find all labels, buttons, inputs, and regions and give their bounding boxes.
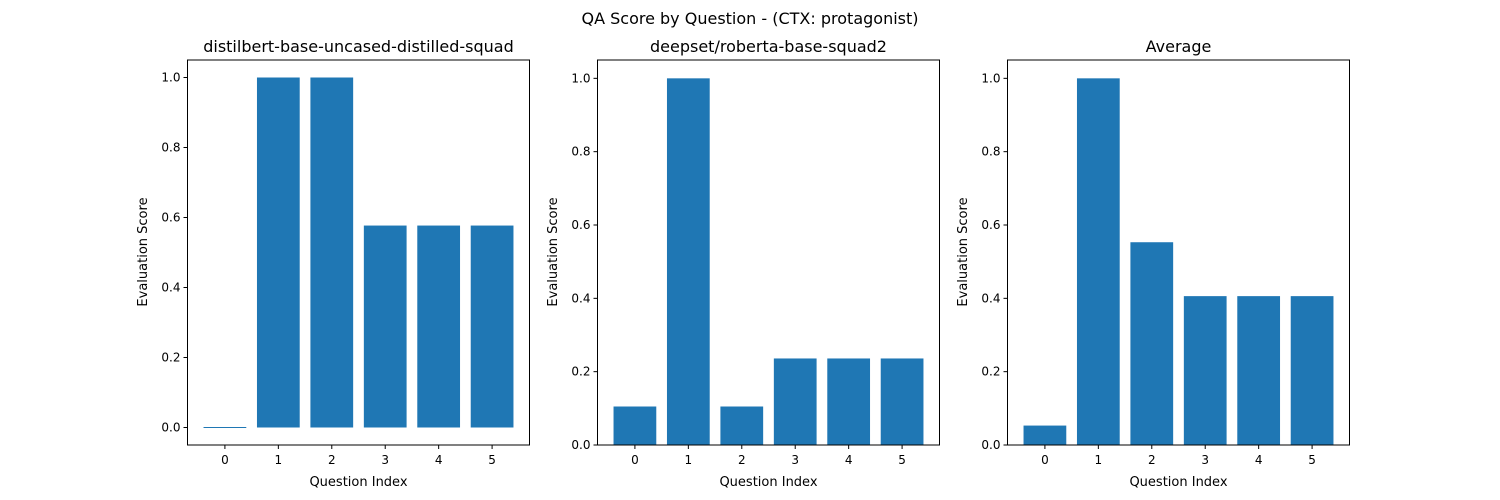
x-axis-label: Question Index xyxy=(719,475,817,490)
x-tick-label: 3 xyxy=(1201,453,1209,467)
plot-area: 0 1 2 3 4 5 0.0 0.2 0.4 0.6 0.8 1.0 xyxy=(571,59,940,467)
x-axis-label: Question Index xyxy=(1129,475,1227,490)
bar xyxy=(827,358,871,445)
x-axis-label: Question Index xyxy=(309,475,407,490)
plot-area: 0 1 2 3 4 5 0.0 0.2 0.4 0.6 0.8 1.0 xyxy=(161,59,530,467)
y-tick-label: 0.8 xyxy=(981,145,1000,159)
bar xyxy=(1183,296,1227,445)
subplot-title: Average xyxy=(1146,37,1212,56)
bar xyxy=(470,225,514,428)
x-tick-label: 4 xyxy=(845,453,853,467)
x-tick-label: 1 xyxy=(685,453,693,467)
bar xyxy=(256,77,300,428)
x-tick-label: 3 xyxy=(381,453,389,467)
bar xyxy=(613,406,657,445)
y-tick-label: 0.0 xyxy=(161,421,180,435)
x-tick-label: 2 xyxy=(1148,453,1156,467)
y-tick-label: 1.0 xyxy=(981,71,1000,85)
bar xyxy=(1237,296,1281,445)
axes-frame xyxy=(187,59,530,446)
x-tick-label: 4 xyxy=(1255,453,1263,467)
bar xyxy=(1130,242,1174,445)
x-tick-label: 4 xyxy=(435,453,443,467)
y-tick-label: 0.8 xyxy=(161,141,180,155)
y-tick-label: 0.6 xyxy=(981,218,1000,232)
bar xyxy=(773,358,817,445)
x-tick-label: 1 xyxy=(1095,453,1103,467)
x-tick-label: 2 xyxy=(738,453,746,467)
y-tick-label: 0.2 xyxy=(571,365,590,379)
bar xyxy=(666,78,710,445)
y-axis-label: Evaluation Score xyxy=(546,197,561,306)
bar xyxy=(1023,425,1067,445)
bar xyxy=(310,77,354,428)
subplot-roberta: deepset/roberta-base-squad2 0 1 2 3 4 5 0.0 0.2… xyxy=(546,37,940,490)
subplot-title: deepset/roberta-base-squad2 xyxy=(650,37,887,56)
figure-suptitle: QA Score by Question - (CTX: protagonist… xyxy=(582,9,919,28)
subplot-average: Average 0 1 2 3 4 5 0.0 0.2 0.4 0.6 0.8 1.0 Questio… xyxy=(956,37,1350,490)
x-tick-label: 5 xyxy=(898,453,906,467)
bar xyxy=(417,225,461,428)
x-tick-label: 1 xyxy=(275,453,283,467)
y-tick-label: 1.0 xyxy=(571,71,590,85)
axes-frame xyxy=(1007,59,1350,446)
x-tick-label: 0 xyxy=(631,453,639,467)
y-tick-label: 1.0 xyxy=(161,71,180,85)
bar xyxy=(1076,78,1120,445)
x-tick-label: 5 xyxy=(488,453,496,467)
plot-area: 0 1 2 3 4 5 0.0 0.2 0.4 0.6 0.8 1.0 xyxy=(981,59,1350,467)
x-tick-label: 0 xyxy=(221,453,229,467)
y-tick-label: 0.4 xyxy=(571,291,590,305)
y-tick-label: 0.2 xyxy=(981,365,1000,379)
bar xyxy=(720,406,764,445)
bar xyxy=(1290,296,1334,445)
x-tick-label: 0 xyxy=(1041,453,1049,467)
x-tick-label: 3 xyxy=(791,453,799,467)
x-tick-label: 5 xyxy=(1308,453,1316,467)
y-tick-label: 0.6 xyxy=(571,218,590,232)
subplot-title: distilbert-base-uncased-distilled-squad xyxy=(203,37,514,56)
y-axis-label: Evaluation Score xyxy=(956,197,971,306)
y-tick-label: 0.0 xyxy=(571,438,590,452)
bar xyxy=(203,427,247,428)
bar xyxy=(880,358,924,445)
bar xyxy=(363,225,407,428)
x-tick-label: 2 xyxy=(328,453,336,467)
y-axis-label: Evaluation Score xyxy=(136,197,151,306)
y-tick-label: 0.2 xyxy=(161,351,180,365)
y-tick-label: 0.6 xyxy=(161,211,180,225)
y-tick-label: 0.4 xyxy=(981,291,1000,305)
y-tick-label: 0.8 xyxy=(571,145,590,159)
subplot-distilbert: distilbert-base-uncased-distilled-squad … xyxy=(136,37,530,490)
axes-frame xyxy=(597,59,940,446)
y-tick-label: 0.4 xyxy=(161,281,180,295)
y-tick-label: 0.0 xyxy=(981,438,1000,452)
